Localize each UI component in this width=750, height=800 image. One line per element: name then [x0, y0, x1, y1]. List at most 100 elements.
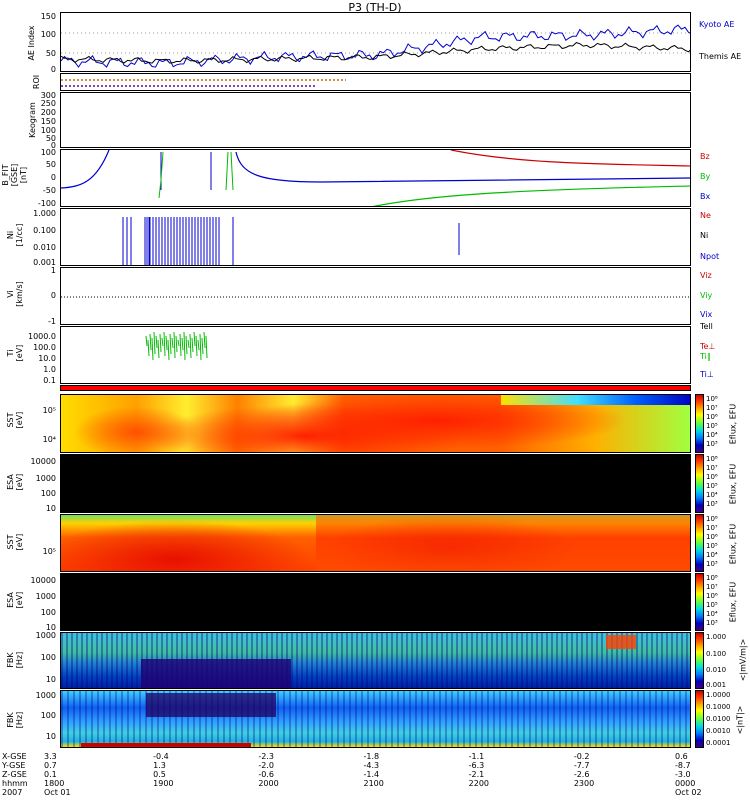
esa-ion-tick: 10000: [30, 457, 56, 466]
legend-tipar: Ti∥: [700, 352, 711, 361]
cb-tick: 10⁸: [706, 395, 718, 403]
ti-trace: [147, 339, 150, 357]
cb-tick: 10⁶: [706, 473, 718, 481]
fbk-e-tick: 1000: [35, 631, 56, 640]
fbk-e-spectrogram: [60, 632, 691, 689]
ti-trace: [197, 339, 200, 351]
cb-tick: 0.0100: [706, 715, 731, 723]
legend-bx: Bx: [700, 192, 711, 201]
ti-trace: [191, 337, 194, 353]
colorbar-fbk-e: [695, 632, 704, 689]
cb-tick: 10⁵: [706, 542, 718, 550]
roi-plot: [61, 79, 346, 87]
keogram-tick: 200: [40, 108, 56, 117]
keogram-tick: 50: [45, 134, 56, 143]
ae-ylabel: AE Index: [27, 25, 36, 61]
cb-tick: 10⁴: [706, 431, 718, 439]
ae-series-kyoto: [61, 24, 690, 68]
ti-panel: [60, 326, 691, 384]
cb-tick: 0.100: [706, 650, 727, 658]
ti-trace: [145, 335, 148, 347]
legend-ne: Ne: [700, 211, 711, 220]
bfit-panel: [60, 149, 691, 207]
footer-row-label: 2007: [2, 788, 23, 797]
ti-trace: [177, 339, 180, 347]
footer-cell: 0.6: [675, 752, 688, 761]
ae-index-panel: [60, 12, 691, 72]
esa-electron-tick: 10000: [30, 576, 56, 585]
keogram-tick: 100: [40, 126, 56, 135]
ti-trace: [205, 335, 208, 359]
ti-trace: [201, 337, 204, 355]
cb-tick: 10⁸: [706, 574, 718, 582]
ni-tick: 1.000: [33, 209, 56, 218]
footer-row-label: Z-GSE: [2, 770, 27, 779]
cb-tick: 10⁵: [706, 422, 718, 430]
colorbar-label: <|mV/m|>: [738, 638, 748, 682]
footer-cell: 2000: [258, 779, 279, 788]
cb-tick: 10⁷: [706, 404, 718, 412]
cb-tick: 10⁸: [706, 515, 718, 523]
vi-tick: 0: [50, 291, 56, 300]
footer-cell: -2.1: [468, 770, 485, 779]
ti-trace: [169, 333, 172, 355]
colorbar-label: Eflux, EFU: [728, 523, 738, 565]
sst-ion-tick: 10⁵: [42, 406, 56, 415]
cb-tick: 10⁴: [706, 551, 718, 559]
cb-tick: 10⁴: [706, 610, 718, 618]
footer-cell: -0.2: [573, 752, 590, 761]
footer-cell: 0.7: [44, 761, 57, 770]
ae-tick: 50: [45, 49, 56, 58]
footer-cell: 1.3: [153, 761, 166, 770]
legend-vix: Vix: [700, 310, 713, 319]
footer-cell: -2.6: [573, 770, 590, 779]
ti-trace: [199, 333, 202, 361]
ti-trace: [149, 333, 152, 351]
colorbar-esa-electron: [695, 573, 704, 631]
fbk-b-tick: 100: [40, 711, 56, 720]
legend-teperp: Te⊥: [700, 342, 716, 351]
ti-trace: [193, 331, 196, 347]
ni-tick: 0.010: [33, 243, 56, 252]
footer-cell: -4.3: [363, 761, 380, 770]
vi-tick: -1: [48, 317, 56, 326]
ae-tick: 150: [40, 12, 56, 21]
cb-tick: 10⁴: [706, 491, 718, 499]
ti-trace: [175, 335, 178, 353]
cb-tick: 10⁸: [706, 455, 718, 463]
footer-cell: Oct 02: [675, 788, 702, 797]
footer-cell: 2300: [573, 779, 595, 788]
roi-panel: [60, 73, 691, 91]
footer-cell: 1800: [44, 779, 65, 788]
colorbar-label: Eflux, EFU: [728, 403, 738, 445]
ti-tick: 1.0: [43, 365, 56, 374]
cb-tick: 10⁷: [706, 524, 718, 532]
cb-tick: 0.1000: [706, 703, 731, 711]
footer-cell: -8.7: [675, 761, 691, 770]
esa-electron-tick: 10: [45, 623, 56, 632]
cb-tick: 10⁵: [706, 482, 718, 490]
bfit-plot: [61, 150, 690, 206]
legend-kyoto-ae: Kyoto AE: [699, 20, 735, 29]
footer-cell: 2200: [468, 779, 490, 788]
cb-tick: 0.0001: [706, 739, 731, 747]
footer-row-label: hhmm: [2, 779, 28, 788]
cb-tick: 10⁷: [706, 583, 718, 591]
footer-cell: -2.0: [258, 761, 274, 770]
ti-tick: 0.1: [43, 376, 56, 385]
bfit-tick: 50: [45, 160, 56, 169]
sst-ion-spectrogram: [60, 394, 691, 453]
footer-row-label: Y-GSE: [2, 761, 26, 770]
footer-cell: -7.7: [573, 761, 590, 770]
footer-cell: 0000: [675, 779, 696, 788]
cb-tick: 10³: [706, 440, 718, 448]
esa-electron-tick: 1000: [35, 592, 56, 601]
ti-trace: [159, 333, 162, 353]
legend-themis-ae: Themis AE: [699, 52, 742, 61]
plot-title: P3 (TH-D): [348, 1, 402, 14]
footer-cell: 2100: [363, 779, 384, 788]
ti-trace: [155, 335, 158, 349]
bfit-tick: 100: [40, 148, 56, 157]
cb-tick: 1.0000: [706, 691, 731, 699]
legend-viz: Viz: [700, 271, 712, 280]
